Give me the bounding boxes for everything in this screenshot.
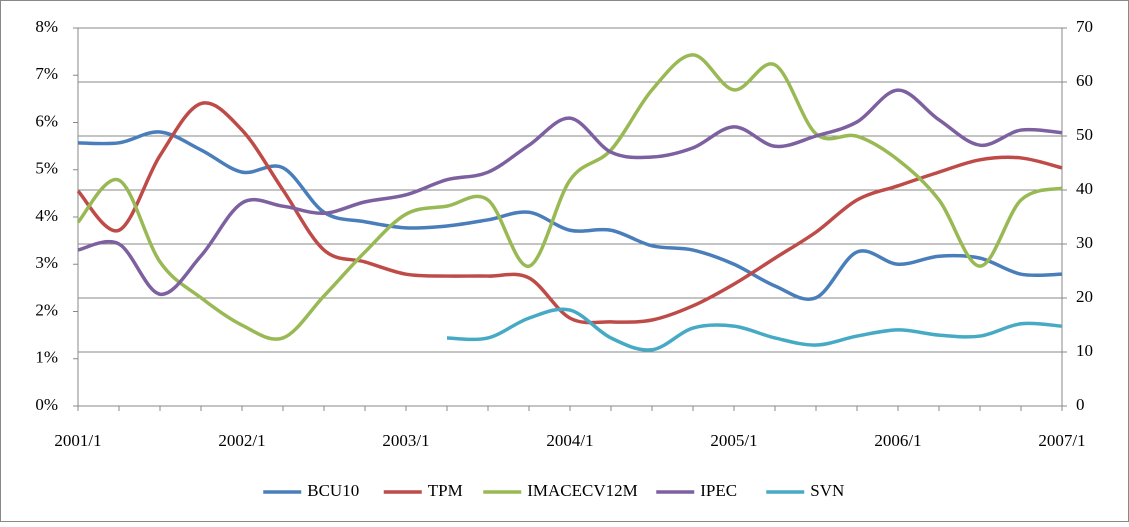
y-tick-label: 0% [35,395,58,414]
x-tick-label: 2005/1 [710,431,757,450]
legend-label: IPEC [700,481,737,500]
x-tick-label: 2006/1 [874,431,921,450]
y-tick-label: 7% [35,64,58,83]
legend-label: SVN [810,481,844,500]
y-tick-label: 6% [35,111,58,130]
y-tick-label: 8% [35,17,58,36]
series-line [76,53,1063,341]
y-tick-label: 1% [35,348,58,367]
y2-tick-label: 70 [1076,17,1093,36]
y-tick-label: 2% [35,300,58,319]
y2-tick-label: 40 [1076,179,1093,198]
x-tick-label: 2001/1 [54,431,101,450]
y2-tick-label: 50 [1076,125,1093,144]
x-tick-label: 2003/1 [382,431,429,450]
series-line [77,88,1063,296]
y2-tick-label: 60 [1076,71,1093,90]
y-tick-label: 5% [35,159,58,178]
x-tick-label: 2002/1 [218,431,265,450]
legend-label: TPM [428,481,463,500]
legend-label: IMACECV12M [527,481,638,500]
y-tick-label: 3% [35,253,58,272]
y-tick-label: 4% [35,206,58,225]
series-line [77,130,1063,301]
y2-tick-label: 10 [1076,341,1093,360]
y2-tick-label: 30 [1076,233,1093,252]
y2-tick-label: 0 [1076,395,1085,414]
legend-label: BCU10 [307,481,359,500]
x-tick-label: 2004/1 [546,431,593,450]
y2-tick-label: 20 [1076,287,1093,306]
series-line [446,307,1063,352]
x-tick-label: 2007/1 [1038,431,1085,450]
